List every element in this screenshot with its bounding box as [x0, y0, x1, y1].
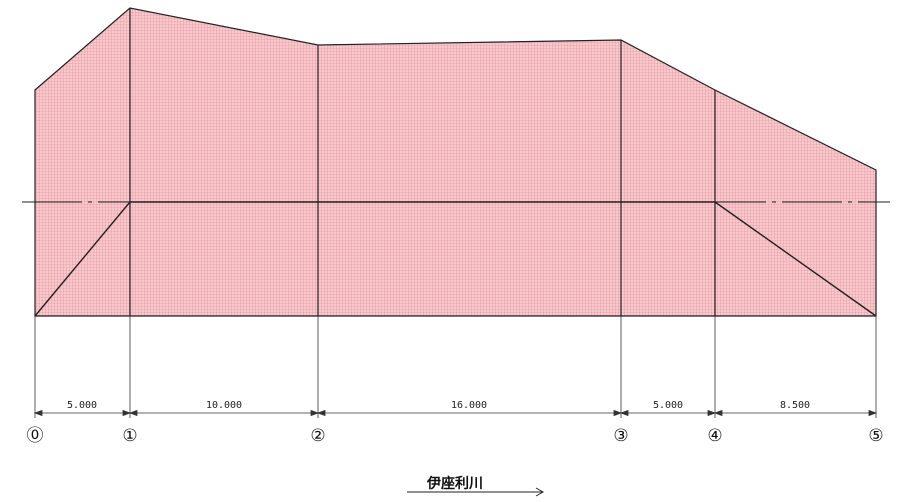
station-lines [129, 8, 716, 316]
span-label-1-2: 10.000 [206, 400, 242, 411]
span-label-3-4: 5.000 [653, 400, 683, 411]
flow-arrow [407, 487, 545, 497]
span-label-4-5: 8.500 [780, 400, 810, 411]
station-label-5: ⑤ [868, 426, 883, 446]
dimension-line [33, 409, 878, 417]
inner-lines [34, 201, 877, 317]
station-label-1: ① [122, 426, 137, 446]
span-label-2-3: 16.000 [451, 400, 487, 411]
river-label: 伊座利川 [426, 475, 483, 492]
station-label-0: ⓪ [27, 426, 44, 446]
station-label-3: ③ [613, 426, 628, 446]
shaded-area [34, 7, 877, 317]
extension-lines [34, 316, 877, 418]
span-label-0-1: 5.000 [67, 400, 97, 411]
station-label-4: ④ [707, 426, 722, 446]
station-label-2: ② [310, 426, 325, 446]
